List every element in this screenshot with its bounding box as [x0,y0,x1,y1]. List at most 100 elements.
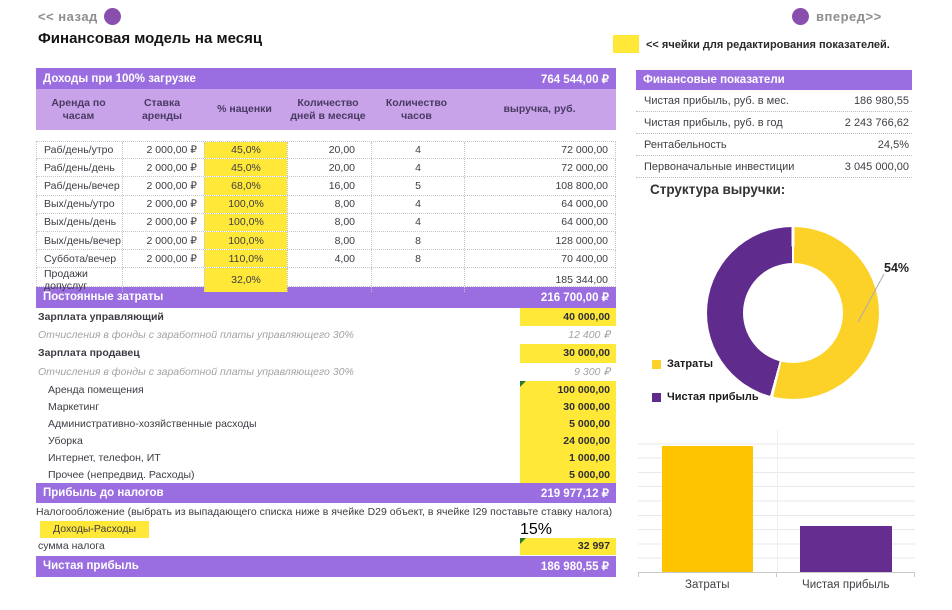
income-row-hours: 8 [371,250,464,268]
indicator-row: Рентабельность 24,5% [636,134,912,156]
cost-item-row: Аренда помещения 100 000,00 [36,381,616,399]
col-header-rent-by-hours: Аренда по часам [51,97,106,122]
indicator-value: 186 980,55 [853,94,909,107]
editable-cell-legend-note: << ячейки для редактирования показателей… [646,39,890,51]
income-row: Раб/день/вечер 2 000,00 ₽ 68,0% 16,00 5 … [36,177,616,196]
indicator-value: 2 243 766,62 [844,116,909,129]
income-row-rate: 2 000,00 ₽ [122,231,204,250]
income-row-rate: 2 000,00 ₽ [122,250,204,268]
editable-cell-legend-swatch [613,35,639,53]
income-row-days: 16,00 [287,177,371,195]
bar-chart-x-labels: Затраты Чистая прибыль [638,579,915,591]
income-row-days: 8,00 [287,195,371,213]
income-row-markup-cell[interactable]: 45,0% [204,159,287,177]
income-row-markup-cell[interactable]: 100,0% [204,195,287,213]
fixed-costs-total: 216 700,00 ₽ [540,292,609,304]
financial-indicators-header: Финансовые показатели [636,70,912,90]
col-header-hours: Количество часов [385,97,448,122]
income-section-title: Доходы при 100% загрузке [43,72,196,85]
nav-forward-link[interactable]: вперед>> [816,9,882,24]
cost-value-cell[interactable]: 30 000,00 [520,398,616,416]
income-row-markup-cell[interactable]: 68,0% [204,177,287,195]
axis-tick [638,573,639,577]
income-row-revenue: 70 400,00 [464,250,615,268]
cost-label: Отчисления в фонды с заработной платы уп… [38,329,354,342]
income-row-name: Вых/день/день [44,216,117,229]
income-row: Суббота/вечер 2 000,00 ₽ 110,0% 4,00 8 7… [36,250,616,269]
income-row-name: Суббота/вечер [44,252,117,265]
indicator-label: Чистая прибыль, руб. в год [644,116,783,129]
cost-row-salary-seller: Зарплата продавец 30 000,00 [36,344,616,363]
nav-back-circle-icon[interactable] [104,8,121,25]
income-section-header: Доходы при 100% загрузке 764 544,00 ₽ [36,68,616,89]
cost-value-cell[interactable]: 5 000,00 [520,466,616,484]
income-row-revenue: 64 000,00 [464,195,615,213]
income-row-markup-cell[interactable]: 100,0% [204,231,287,250]
income-section-total: 764 544,00 ₽ [540,73,609,86]
income-row-markup-cell[interactable]: 110,0% [204,250,287,268]
revenue-structure-title: Структура выручки: [650,182,786,197]
cost-label: Отчисления в фонды с заработной платы уп… [38,365,354,378]
income-row-name: Раб/день/утро [44,144,114,157]
net-profit-legend-swatch [652,393,661,402]
income-row-name: Вых/день/вечер [44,234,121,247]
cost-item-row: Прочее (непредвид. Расходы) 5 000,00 [36,466,616,484]
bar-costs [662,446,753,572]
indicator-row: Первоначальные инвестиции 3 045 000,00 [636,156,912,178]
cost-item-row: Интернет, телефон, ИТ 1 000,00 [36,449,616,467]
indicator-value: 3 045 000,00 [844,160,909,173]
cost-label: Административно-хозяйственные расходы [48,417,257,430]
cost-label: Уборка [48,434,83,447]
cost-value-cell[interactable]: 100 000,00 [520,381,616,399]
deduction-value: 9 300 ₽ [574,365,610,378]
income-row-markup-cell[interactable]: 100,0% [204,213,287,231]
indicator-value: 24,5% [877,138,909,151]
salary-seller-cell[interactable]: 30 000,00 [520,344,616,363]
income-row-days: 8,00 [287,231,371,250]
income-row: Продажи допуслуг 32,0% 185 344,00 [36,268,616,293]
tax-object-row: Доходы-Расходы 15% [36,520,616,538]
income-row-hours: 4 [371,142,464,159]
income-row-hours: 8 [371,231,464,250]
costs-legend-label: Затраты [667,358,714,370]
callout-leader-line [857,273,885,323]
profit-before-tax-value: 219 977,12 ₽ [540,488,609,501]
revenue-structure-donut-chart [707,227,879,399]
income-row-name: Вых/день/утро [44,198,115,211]
cost-label: Зарплата продавец [38,347,140,360]
cost-item-row: Маркетинг 30 000,00 [36,398,616,416]
tax-rate-cell[interactable]: 15% [520,520,553,538]
tax-sum-cell[interactable]: 32 997 [520,538,616,555]
deduction-value: 12 400 ₽ [568,329,610,342]
legend-item-costs: Затраты [652,358,713,370]
profit-before-tax-header: Прибыль до налогов 219 977,12 ₽ [36,483,616,504]
income-row-revenue: 108 800,00 [464,177,615,195]
col-header-markup: % наценки [217,103,272,116]
indicator-label: Рентабельность [644,138,727,151]
income-row-markup-cell[interactable]: 45,0% [204,142,287,159]
bar-label-costs: Затраты [685,579,730,591]
income-row-days [287,268,371,293]
bar-label-net-profit: Чистая прибыль [802,579,890,591]
income-costs-table: Доходы при 100% загрузке 764 544,00 ₽ Ар… [36,68,616,577]
tax-object-dropdown[interactable]: Доходы-Расходы [40,520,150,538]
income-row-markup-cell[interactable]: 32,0% [204,268,287,293]
nav-forward-circle-icon[interactable] [792,8,809,25]
nav-back-link[interactable]: << назад [38,9,98,24]
cost-item-row: Административно-хозяйственные расходы 5 … [36,415,616,433]
tax-sum-row: сумма налога 32 997 [36,538,616,555]
cost-value-cell[interactable]: 1 000,00 [520,449,616,467]
col-header-days: Количество дней в месяце [290,97,366,122]
cost-value-cell[interactable]: 24 000,00 [520,432,616,450]
cost-row-deduction-1: Отчисления в фонды с заработной платы уп… [36,326,616,344]
col-header-rent-rate: Ставка аренды [141,97,183,122]
income-row-days: 20,00 [287,159,371,177]
income-row-hours [371,268,464,293]
indicator-label: Первоначальные инвестиции [644,160,795,173]
cost-value-cell[interactable]: 5 000,00 [520,415,616,433]
financial-indicators-title: Финансовые показатели [643,74,785,86]
salary-manager-cell[interactable]: 40 000,00 [520,307,616,326]
income-row-rate [122,268,204,293]
income-row: Раб/день/день 2 000,00 ₽ 45,0% 20,00 4 7… [36,159,616,178]
income-column-headers: Аренда по часам Ставка аренды % наценки … [36,89,616,130]
